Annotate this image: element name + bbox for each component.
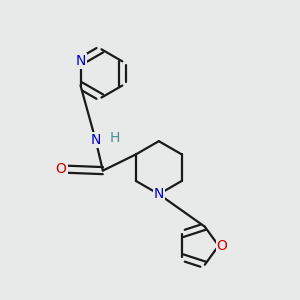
Text: N: N [154, 187, 164, 201]
Text: O: O [56, 162, 67, 176]
Text: N: N [75, 54, 86, 68]
Text: O: O [217, 239, 228, 253]
Text: N: N [90, 133, 101, 147]
Text: H: H [110, 131, 120, 145]
